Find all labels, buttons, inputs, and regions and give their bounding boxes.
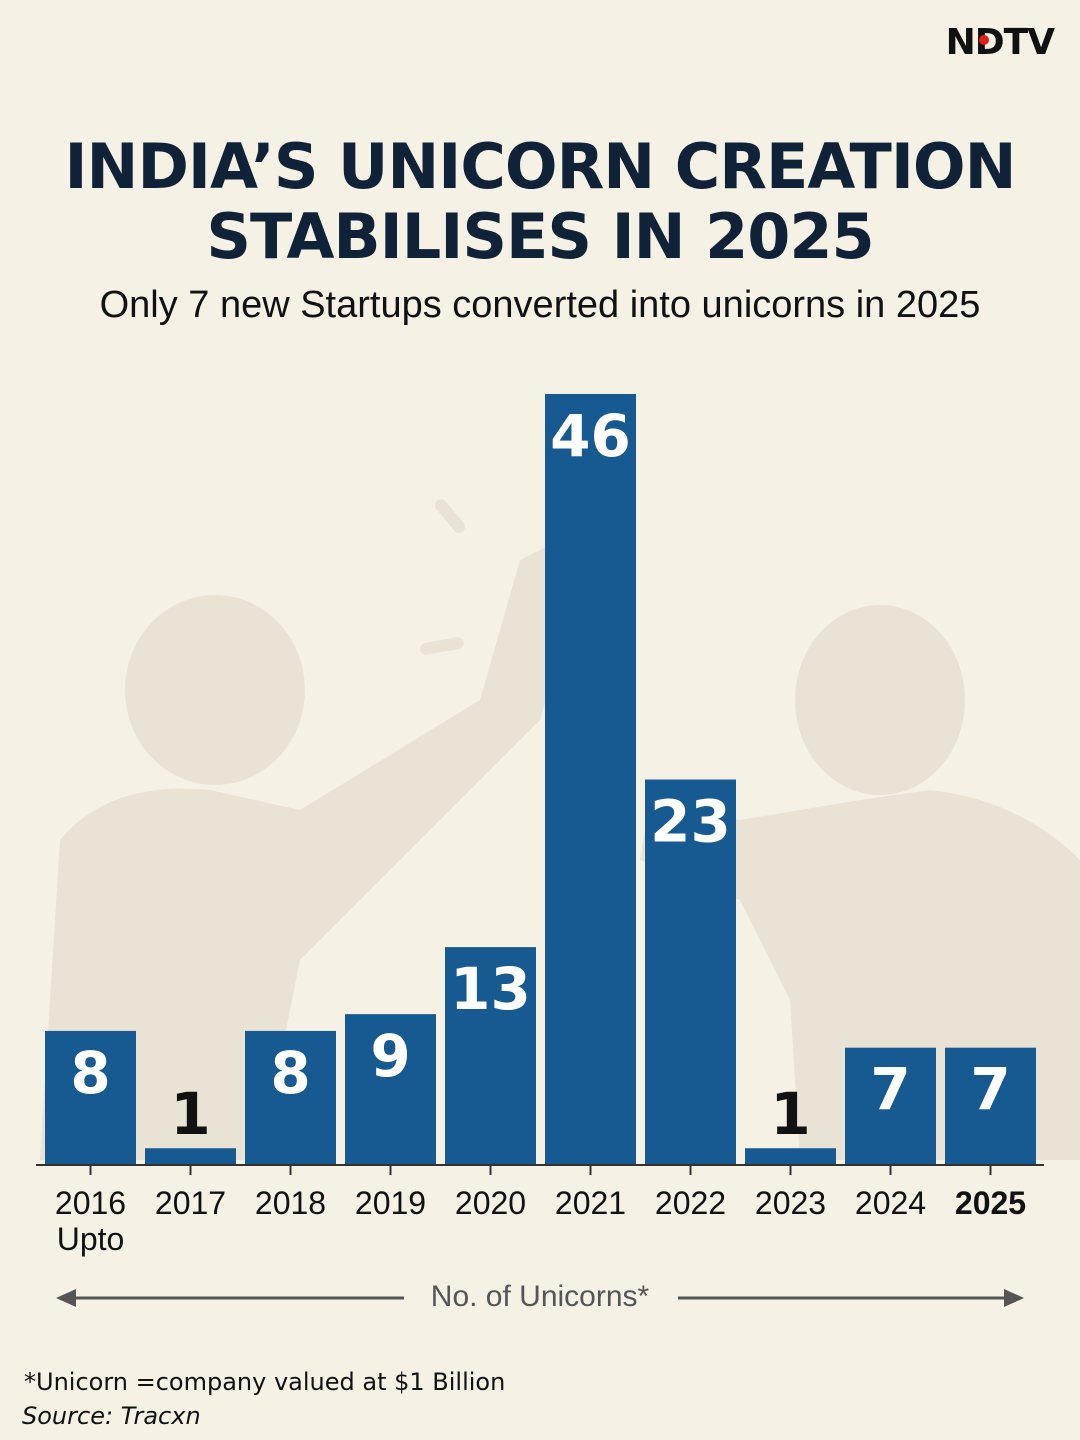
x-tick-label: 2016	[55, 1185, 126, 1221]
x-tick-label: 2019	[355, 1185, 426, 1221]
ndtv-logo: NDTV	[945, 22, 1055, 63]
data-label: 7	[970, 1056, 1010, 1124]
bar	[745, 1148, 836, 1165]
x-tick-label: 2022	[655, 1185, 726, 1221]
data-label: 8	[70, 1039, 110, 1107]
data-label: 46	[550, 402, 631, 470]
x-tick-label: Upto	[57, 1221, 125, 1257]
x-tick-label: 2021	[555, 1185, 626, 1221]
bar	[245, 1030, 336, 1165]
data-label: 23	[650, 788, 731, 856]
data-label: 8	[270, 1039, 310, 1107]
data-label: 7	[870, 1056, 910, 1124]
right-arrow-icon	[678, 1289, 1024, 1307]
bar	[45, 1030, 136, 1165]
x-tick-label: 2018	[255, 1185, 326, 1221]
bar	[445, 947, 536, 1165]
bar	[345, 1014, 436, 1165]
x-tick-label: 2024	[855, 1185, 926, 1221]
x-tick-label: 2020	[455, 1185, 526, 1221]
bar	[545, 394, 636, 1165]
title-line-2: STABILISES IN 2025	[206, 200, 874, 273]
data-label: 13	[450, 955, 531, 1023]
left-arrow-icon	[56, 1289, 404, 1307]
logo-text: NDTV	[945, 22, 1055, 63]
title-line-1: INDIA’S UNICORN CREATION	[64, 130, 1016, 203]
x-tick-label: 2017	[155, 1185, 226, 1221]
footnote: *Unicorn =company valued at $1 Billion	[24, 1368, 506, 1396]
data-label: 9	[370, 1022, 410, 1090]
x-tick-label: 2025	[955, 1185, 1026, 1221]
logo-dot-icon	[978, 35, 989, 45]
x-axis-title: No. of Unicorns*	[430, 1280, 650, 1313]
bar	[645, 779, 736, 1165]
data-label: 1	[770, 1080, 810, 1148]
page-title: INDIA’S UNICORN CREATION STABILISES IN 2…	[0, 132, 1080, 272]
bar	[845, 1047, 936, 1165]
page-subtitle: Only 7 new Startups converted into unico…	[99, 284, 981, 326]
source-credit: Source: Tracxn	[22, 1402, 201, 1430]
bar	[945, 1047, 1036, 1165]
x-axis-title-row: No. of Unicorns*	[0, 1278, 1080, 1322]
data-label: 1	[170, 1080, 210, 1148]
x-tick-label: 2023	[755, 1185, 826, 1221]
bar	[145, 1148, 236, 1165]
